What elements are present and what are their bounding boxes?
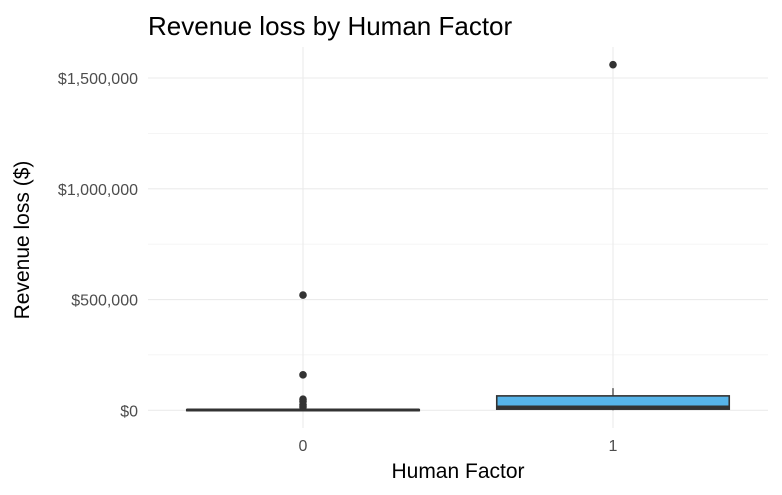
y-axis-title: Revenue loss ($) [11,161,34,320]
outlier-point [609,60,617,69]
axis-ticks: $0 $500,000 $1,000,000 $1,500,000 0 1 [58,71,618,455]
outlier-point [299,403,307,411]
x-axis-title: Human Factor [391,460,524,483]
grid [148,47,768,428]
y-tick-label: $1,500,000 [58,71,138,88]
y-tick-label: $1,000,000 [58,182,138,199]
outlier-point [299,291,307,299]
boxes [185,60,731,412]
y-tick-label: $500,000 [71,293,138,310]
chart-title: Revenue loss by Human Factor [148,11,513,41]
y-tick-label: $0 [120,403,138,420]
box-group-0 [185,291,421,412]
outlier-point [299,371,307,379]
x-tick-label: 1 [609,438,618,455]
x-tick-label: 0 [299,438,308,455]
box-group-1 [495,60,731,411]
